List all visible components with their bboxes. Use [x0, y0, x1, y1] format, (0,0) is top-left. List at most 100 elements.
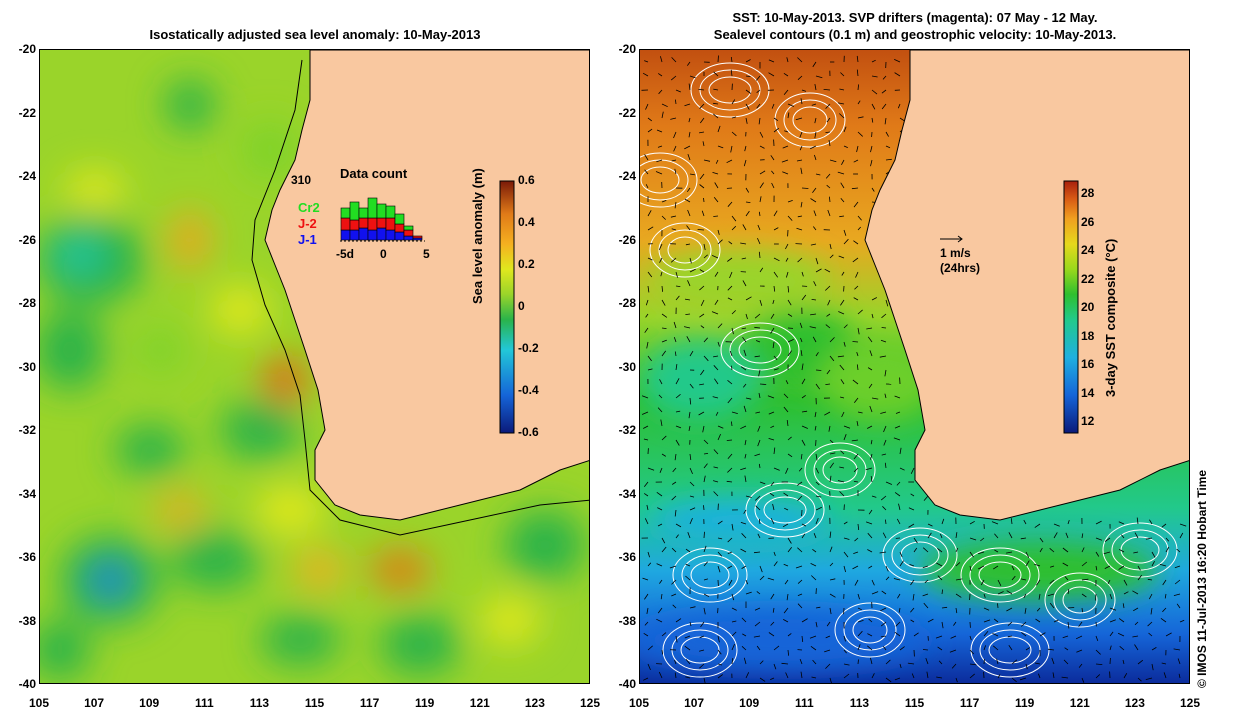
velocity-vector: [851, 439, 859, 442]
velocity-vector: [661, 313, 668, 318]
velocity-vector: [702, 425, 705, 433]
velocity-vector: [782, 523, 789, 528]
velocity-vector: [661, 632, 667, 637]
velocity-vector: [1147, 621, 1153, 627]
velocity-vector: [1011, 677, 1017, 683]
velocity-vector: [839, 88, 845, 91]
velocity-vector: [689, 173, 696, 176]
velocity-vector: [727, 397, 733, 404]
velocity-vector: [688, 131, 691, 138]
velocity-vector: [941, 518, 945, 525]
velocity-vector: [983, 619, 991, 623]
velocity-vector: [685, 575, 691, 581]
velocity-vector: [699, 383, 705, 386]
velocity-vector: [969, 649, 974, 655]
velocity-vector: [826, 369, 831, 375]
lat-tick: -20: [18, 42, 36, 56]
sealevel-contour: [792, 106, 828, 134]
data-count-xtick-5: 5: [423, 247, 430, 261]
velocity-vector: [899, 447, 902, 455]
velocity-vector: [712, 480, 719, 483]
velocity-vector: [787, 200, 793, 203]
velocity-vector: [770, 677, 775, 680]
velocity-vector: [829, 355, 835, 362]
velocity-vector: [689, 467, 693, 475]
velocity-vector: [770, 155, 775, 161]
velocity-vector: [1162, 579, 1167, 586]
velocity-vector: [1165, 537, 1170, 542]
velocity-vector: [661, 200, 667, 203]
velocity-vector: [899, 551, 903, 558]
velocity-vector: [773, 271, 779, 278]
velocity-vector: [1034, 563, 1041, 567]
velocity-vector: [796, 159, 803, 162]
velocity-vector: [824, 649, 831, 653]
velocity-vector: [672, 467, 677, 473]
lat-tick: -32: [618, 423, 636, 437]
lat-tick: -30: [618, 359, 636, 374]
velocity-vector: [825, 131, 831, 133]
velocity-vector: [787, 112, 790, 119]
velocity-vector: [714, 378, 719, 385]
velocity-vector: [657, 523, 663, 527]
lat-tick: -40: [618, 677, 636, 691]
velocity-vector: [1104, 537, 1111, 542]
velocity-vector: [997, 579, 1002, 586]
velocity-vector: [896, 518, 901, 525]
velocity-vector: [1118, 618, 1125, 623]
velocity-vector: [800, 201, 803, 208]
velocity-vector: [675, 393, 681, 399]
velocity-vector: [686, 187, 691, 193]
velocity-vector: [773, 227, 779, 231]
velocity-vector: [647, 226, 654, 231]
velocity-vector: [1047, 593, 1055, 597]
velocity-vector: [712, 172, 719, 175]
velocity-vector: [855, 271, 859, 278]
velocity-vector: [1006, 590, 1013, 595]
velocity-vector: [825, 663, 831, 669]
velocity-vector: [969, 565, 972, 571]
velocity-vector: [867, 367, 873, 371]
velocity-vector: [857, 116, 864, 119]
data-count-bar-cr2: [367, 197, 378, 219]
lat-tick: -36: [618, 550, 636, 564]
velocity-vector: [1006, 607, 1013, 612]
velocity-vector: [713, 71, 719, 77]
velocity-vector: [810, 243, 817, 246]
velocity-vector: [675, 295, 680, 301]
velocity-vector: [703, 197, 705, 203]
velocity-vector: [782, 145, 789, 149]
velocity-vector: [787, 103, 795, 107]
velocity-vector: [983, 607, 990, 611]
velocity-vector: [871, 397, 879, 400]
velocity-vector: [717, 551, 723, 557]
velocity-vector: [868, 565, 873, 569]
velocity-vector: [753, 635, 761, 638]
velocity-vector: [772, 503, 775, 511]
velocity-vector: [744, 475, 747, 483]
velocity-vector: [908, 523, 915, 528]
velocity-vector: [1179, 619, 1185, 623]
velocity-vector: [661, 649, 664, 655]
velocity-vector: [745, 313, 748, 320]
velocity-vector: [1061, 676, 1069, 679]
velocity-vector: [829, 439, 834, 444]
velocity-vector: [742, 336, 747, 343]
velocity-vector: [894, 425, 901, 429]
velocity-vector: [687, 280, 691, 287]
velocity-vector: [1078, 663, 1083, 668]
velocity-vector: [969, 635, 972, 641]
velocity-vector: [814, 117, 817, 124]
velocity-vector: [1164, 593, 1167, 599]
velocity-vector: [815, 257, 819, 265]
velocity-vector: [843, 126, 847, 133]
velocity-vector: [684, 645, 691, 651]
velocity-vector: [871, 89, 878, 95]
velocity-vector: [784, 130, 789, 133]
velocity-vector: [745, 579, 749, 585]
sealevel-contour: [690, 561, 730, 589]
velocity-vector: [922, 565, 929, 569]
velocity-vector: [829, 505, 831, 511]
velocity-vector: [675, 378, 680, 385]
velocity-vector: [745, 59, 751, 63]
